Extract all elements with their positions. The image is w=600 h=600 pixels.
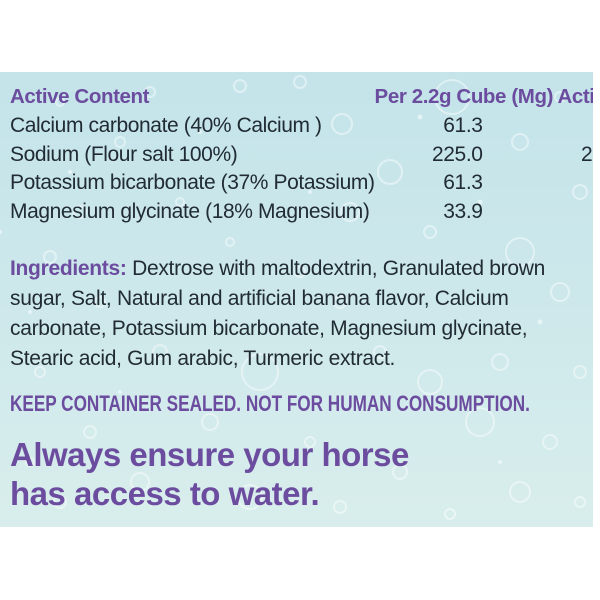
tagline-line-2: has access to water. [10, 475, 320, 512]
ingredients-text: Dextrose with maltodextrin, Granulated b… [10, 257, 545, 370]
tagline-line-1: Always ensure your horse [10, 436, 409, 473]
table-row-per-cube: 61.3 [443, 113, 483, 137]
table-row-actives: 225.0 [580, 142, 593, 166]
active-content-table: Active Content Per 2.2g Cube (Mg) Active… [10, 83, 593, 227]
table-row-name: Sodium (Flour salt 100%) [10, 142, 238, 166]
table-row-actives: 22.7 [543, 169, 593, 198]
column-header-actives: Actives (Mg) [557, 85, 593, 108]
tagline: Always ensure your horse has access to w… [10, 435, 409, 513]
supplement-label-panel: Active Content Per 2.2g Cube (Mg) Active… [0, 72, 593, 527]
table-row-name: Calcium carbonate (40% Calcium ) [10, 113, 322, 137]
column-header-active-content: Active Content [10, 85, 150, 108]
table-row-actives: 24.5 [543, 112, 593, 141]
table-row-per-cube: 225.0 [431, 142, 483, 166]
warning-text: KEEP CONTAINER SEALED. NOT FOR HUMAN CON… [10, 391, 530, 416]
ingredients-label: Ingredients: [10, 257, 127, 280]
table-row-actives: 6.1 [543, 198, 593, 227]
ingredients-paragraph: Ingredients: Dextrose with maltodextrin,… [10, 254, 584, 374]
column-header-per-cube: Per 2.2g Cube (Mg) [374, 85, 554, 108]
table-row-name: Magnesium glycinate (18% Magnesium) [10, 200, 370, 224]
table-row-per-cube: 33.9 [443, 200, 483, 224]
label-content: Active Content Per 2.2g Cube (Mg) Active… [0, 72, 593, 527]
table-row-name: Potassium bicarbonate (37% Potassium) [10, 171, 375, 195]
table-row-per-cube: 61.3 [443, 171, 483, 195]
